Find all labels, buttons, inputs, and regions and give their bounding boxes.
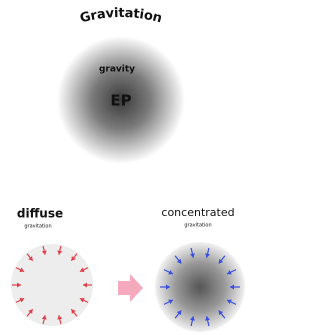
- center-sublabel: EP: [110, 92, 131, 110]
- left-title: diffuse: [17, 207, 63, 221]
- right-title: concentrated: [161, 206, 234, 219]
- center-label: gravity: [99, 65, 135, 75]
- page: {"header": {"title": "Gravitation"}, "ce…: [0, 0, 253, 335]
- right-subtitle: gravitation: [184, 223, 211, 229]
- title-path: Gravitation: [78, 5, 163, 25]
- diagram: Gravitation gravity EP diffuse gravitati…: [0, 0, 253, 335]
- transition-arrow: [118, 274, 143, 302]
- title: Gravitation: [78, 5, 163, 25]
- left-subtitle: gravitation: [24, 224, 51, 230]
- diffuse-sphere: [11, 244, 93, 326]
